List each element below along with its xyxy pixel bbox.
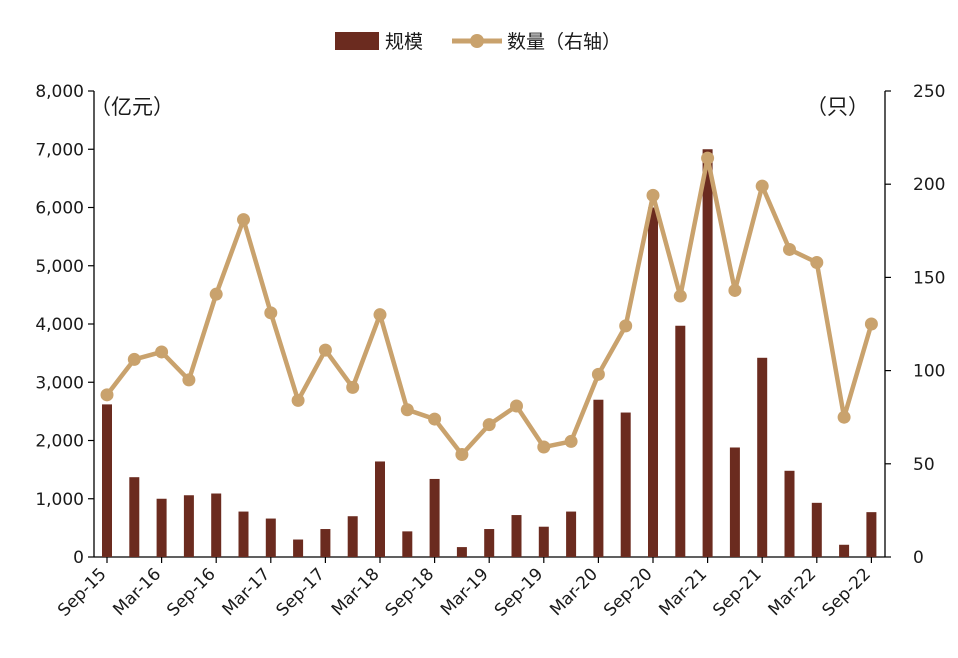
right-axis-unit-label: （只） [806,95,869,119]
left-tick-label: 3,000 [35,373,84,393]
left-axis-unit-label: （亿元） [90,95,174,119]
count-point-sep-15 [100,388,114,402]
bar-sep-21 [757,357,768,557]
x-tick-label: Mar-16 [109,564,165,620]
count-point-jun-17 [291,393,305,407]
bar-dec-19 [566,511,577,557]
x-tick-label: Sep-15 [54,564,110,620]
left-tick-label: 2,000 [35,432,84,452]
bar-dec-21 [784,470,795,557]
x-tick-label: Sep-21 [709,564,765,620]
x-tick-label: Mar-18 [328,564,384,620]
left-tick-label: 6,000 [35,199,84,219]
count-point-dec-17 [346,380,360,394]
left-tick-label: 0 [73,548,84,568]
bar-sep-22 [866,512,877,557]
count-point-jun-19 [510,399,523,413]
left-tick-label: 4,000 [35,315,84,335]
bar-dec-18 [456,547,467,557]
bar-sep-20 [648,207,658,557]
bar-sep-15 [102,404,112,557]
bar-dec-20 [675,325,686,557]
left-tick-label: 7,000 [35,140,84,160]
bar-mar-19 [484,529,495,557]
count-point-jun-21 [728,283,742,297]
bar-jun-19 [511,515,522,557]
bar-sep-16 [211,493,222,557]
bar-dec-16 [238,511,249,557]
count-point-dec-16 [237,213,250,227]
x-tick-label: Sep-22 [818,564,874,620]
plot-area: 0 1,000 2,000 3,000 4,000 5,000 6,000 7,000 8,00… [35,82,945,621]
bar-mar-22 [811,502,822,557]
x-tick-label: Mar-20 [546,564,602,620]
count-point-sep-17 [318,343,332,357]
legend-bar-label: 规模 [385,31,423,53]
count-line [104,155,874,457]
bar-jun-20 [620,412,631,557]
count-point-dec-20 [673,289,687,303]
count-point-mar-20 [591,367,605,381]
bar-mar-16 [156,498,167,557]
count-point-mar-21 [701,151,715,165]
right-tick-label: 50 [913,455,935,475]
x-tick-label: Mar-21 [655,564,711,620]
x-tick-label: Mar-17 [219,564,275,620]
bar-jun-16 [183,495,194,557]
count-point-sep-18 [428,412,442,426]
bar-mar-17 [265,518,276,557]
bar-dec-17 [347,516,358,557]
bar-sep-18 [429,478,440,557]
bar-jun-17 [293,539,304,557]
count-point-mar-17 [264,306,278,320]
bar-sep-19 [538,526,549,557]
right-tick-label: 100 [913,362,945,382]
bar-sep-17 [320,529,331,557]
count-point-mar-19 [482,418,496,432]
count-point-mar-16 [155,345,169,359]
bar-jun-21 [729,447,740,557]
x-tick-label: Sep-19 [491,564,547,620]
count-point-sep-21 [755,179,769,193]
bar-jun-18 [402,531,413,557]
count-point-sep-22 [864,317,878,331]
count-point-mar-18 [373,308,387,322]
x-tick-label: Sep-17 [272,564,328,620]
right-tick-label: 150 [913,268,945,288]
left-tick-label: 8,000 [35,82,84,102]
legend-line-marker [470,34,484,48]
x-tick-label: Sep-16 [163,564,219,620]
bar-mar-21 [702,149,713,557]
x-tick-label: Mar-19 [437,564,493,620]
left-tick-label: 5,000 [35,257,84,277]
count-point-jun-16 [182,373,196,387]
count-point-jun-20 [619,319,633,333]
x-tick-label: Sep-18 [382,564,438,620]
bar-mar-20 [593,399,604,557]
left-tick-label: 1,000 [35,490,84,510]
count-point-jun-18 [400,403,414,417]
bar-jun-22 [839,544,850,557]
count-point-sep-19 [537,440,551,454]
x-tick-label: Mar-22 [765,564,821,620]
count-point-sep-16 [209,287,223,301]
count-point-dec-15 [127,352,141,366]
x-tick-label: Sep-20 [600,564,656,620]
legend: 规模 数量（右轴） [335,31,621,53]
right-tick-label: 250 [913,82,945,102]
count-point-dec-18 [455,447,469,461]
count-point-mar-22 [810,255,824,269]
legend-line-label: 数量（右轴） [507,31,621,53]
count-point-sep-20 [646,188,660,202]
count-point-dec-19 [564,434,578,448]
bar-dec-15 [129,477,140,557]
bar-mar-18 [375,461,385,557]
right-tick-label: 200 [913,175,945,195]
legend-bar-swatch [335,32,379,50]
right-tick-label: 0 [913,548,924,568]
count-point-dec-21 [783,242,796,256]
count-point-jun-22 [837,410,851,424]
